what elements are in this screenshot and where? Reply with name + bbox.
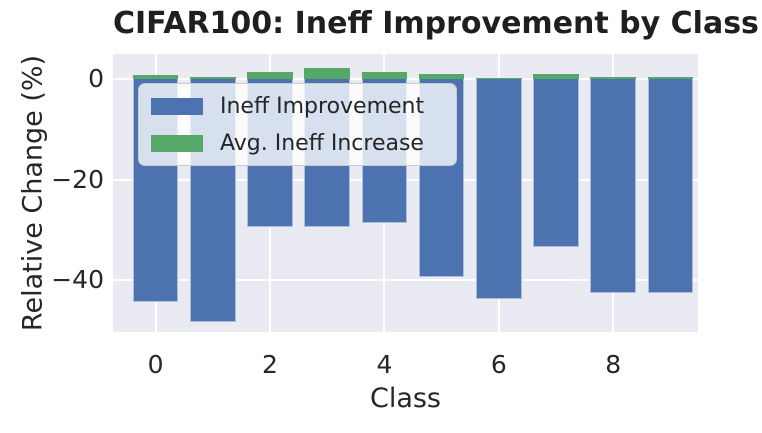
bar-ineff-improvement-class-9 [647, 79, 694, 293]
x-tick-label-8: 8 [605, 350, 622, 379]
x-tick-label-2: 2 [262, 350, 278, 379]
bar-avg-ineff-increase-class-0 [132, 74, 179, 80]
legend-label-avg-ineff-increase: Avg. Ineff Increase [220, 131, 424, 156]
y-tick-label--20: −20 [51, 164, 104, 194]
y-tick-label--40: −40 [51, 265, 104, 295]
bar-ineff-improvement-class-7 [533, 79, 579, 247]
x-axis-label: Class [369, 383, 442, 414]
plot-area: Ineff Improvement Avg. Ineff Increase [113, 54, 698, 332]
gridline-h--40 [113, 279, 698, 282]
bar-avg-ineff-increase-class-8 [590, 76, 637, 80]
legend-swatch-blue [151, 98, 203, 115]
x-tick-label-4: 4 [376, 350, 393, 379]
chart-title: CIFAR100: Ineff Improvement by Class [113, 6, 759, 41]
bar-avg-ineff-increase-class-9 [647, 77, 694, 80]
bar-avg-ineff-increase-class-4 [361, 72, 408, 80]
bar-avg-ineff-increase-class-7 [533, 73, 579, 80]
bar-avg-ineff-increase-class-1 [189, 76, 236, 80]
y-tick-label-0: 0 [88, 64, 104, 94]
bar-avg-ineff-increase-class-3 [304, 68, 351, 80]
legend-item-ineff-improvement: Ineff Improvement [151, 88, 444, 125]
bar-ineff-improvement-class-6 [475, 79, 522, 300]
legend-label-ineff-improvement: Ineff Improvement [220, 94, 425, 119]
legend: Ineff Improvement Avg. Ineff Increase [138, 83, 457, 166]
bar-avg-ineff-increase-class-5 [418, 74, 465, 80]
x-tick-label-6: 6 [490, 350, 507, 379]
bar-avg-ineff-increase-class-2 [247, 72, 293, 80]
x-tick-label-0: 0 [147, 350, 164, 379]
legend-item-avg-ineff-increase: Avg. Ineff Increase [151, 125, 444, 162]
bar-ineff-improvement-class-8 [590, 79, 637, 294]
bar-avg-ineff-increase-class-6 [475, 78, 522, 80]
legend-swatch-green [151, 135, 203, 152]
